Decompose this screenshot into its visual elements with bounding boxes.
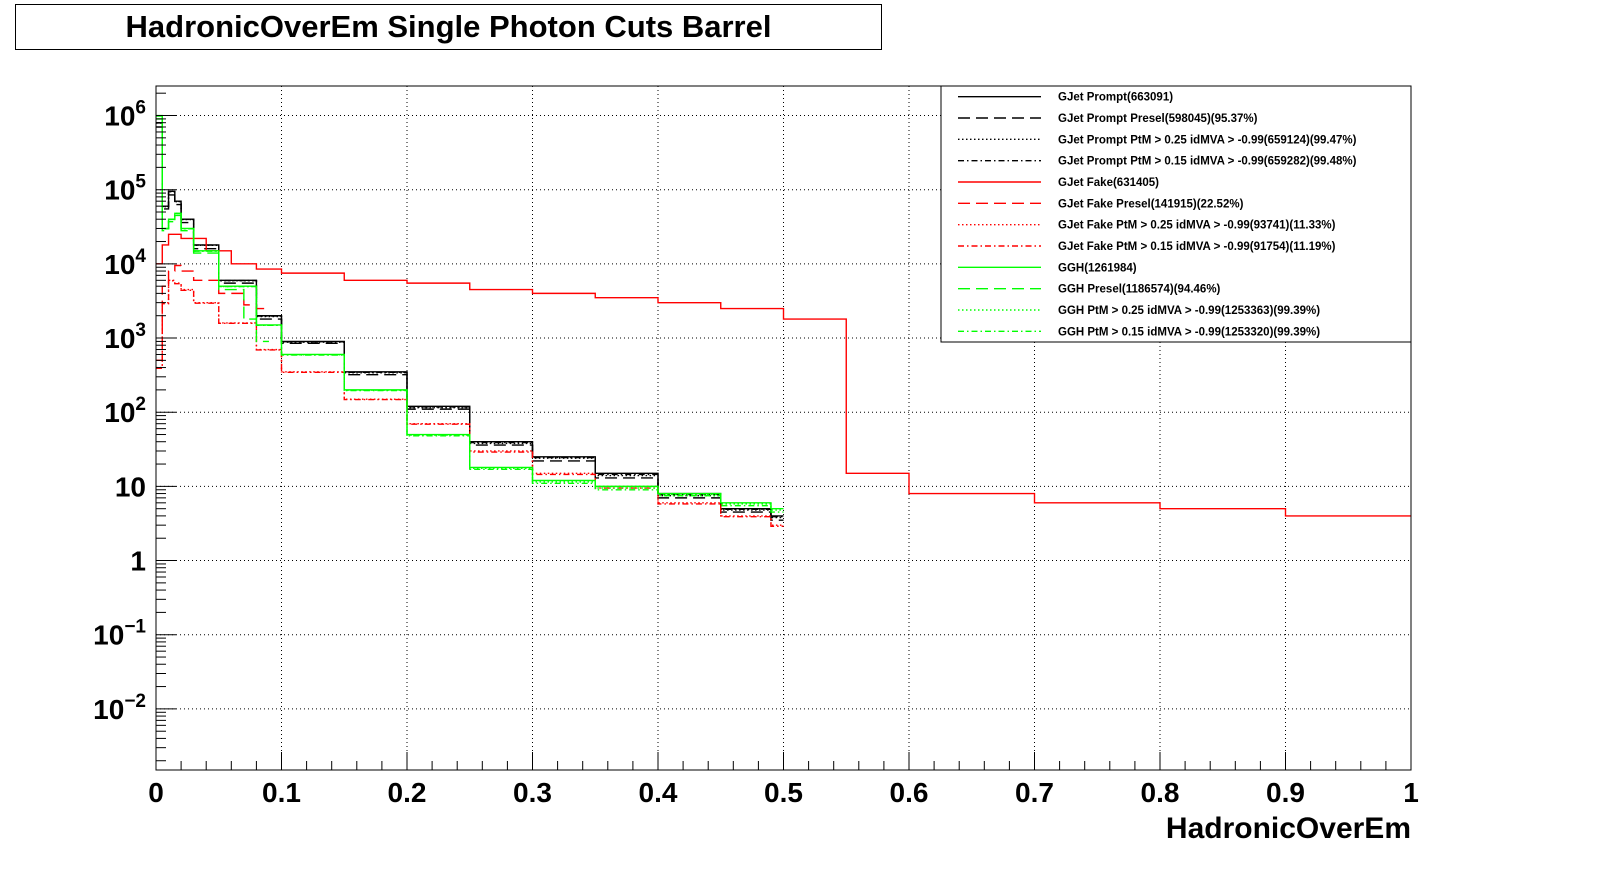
x-tick-label: 0.3 (513, 777, 552, 808)
legend-entry-label: GJet Fake Presel(141915)(22.52%) (1058, 198, 1244, 210)
y-tick-label: 1 (130, 546, 146, 577)
x-axis-tick-labels: 0 0.1 0.2 0.3 0.4 0.5 0.6 0.7 0.8 0.9 1 (148, 777, 1419, 808)
y-tick-label: 10−1 (93, 617, 146, 651)
y-tick-label: 105 (104, 172, 146, 206)
series-line-4 (156, 122, 784, 518)
legend-entry-label: GJet Fake PtM > 0.25 idMVA > -0.99(93741… (1058, 220, 1336, 232)
y-tick-label: 104 (104, 246, 146, 280)
chart-title-box: HadronicOverEm Single Photon Cuts Barrel (15, 4, 882, 50)
legend: GJet Prompt(663091) GJet Prompt Presel(59… (940, 85, 1412, 343)
series-line-8 (156, 280, 784, 527)
x-tick-label: 0.5 (764, 777, 803, 808)
legend-entry-label: GJet Fake PtM > 0.15 idMVA > -0.99(91754… (1058, 241, 1336, 253)
chart-title: HadronicOverEm Single Photon Cuts Barrel (125, 9, 772, 44)
legend-entry-label: GGH PtM > 0.15 idMVA > -0.99(1253320)(99… (1058, 326, 1320, 338)
legend-box (940, 85, 1412, 343)
x-tick-label: 0.6 (890, 777, 929, 808)
legend-entry-label: GGH Presel(1186574)(94.46%) (1058, 284, 1221, 296)
axis-ticks (155, 92, 1412, 770)
y-tick-label: 10 (115, 471, 146, 502)
legend-entry-label: GJet Prompt PtM > 0.15 idMVA > -0.99(659… (1058, 156, 1357, 168)
legend-entry-label: GGH(1261984) (1058, 262, 1137, 274)
legend-entry-label: GJet Fake(631405) (1058, 177, 1159, 189)
legend-entry-label: GGH PtM > 0.25 idMVA > -0.99(1253363)(99… (1058, 305, 1320, 317)
x-tick-label: 0.4 (639, 777, 678, 808)
y-tick-label: 10−2 (93, 691, 146, 725)
x-tick-label: 0.1 (262, 777, 301, 808)
series-line-5 (156, 233, 1411, 517)
legend-entry-label: GJet Prompt Presel(598045)(95.37%) (1058, 113, 1258, 125)
y-tick-label: 106 (104, 98, 146, 132)
legend-entry-label: GJet Prompt PtM > 0.25 idMVA > -0.99(659… (1058, 134, 1357, 146)
series-line-6 (156, 264, 269, 362)
series-line-12 (156, 115, 784, 513)
legend-entry-label: GJet Prompt(663091) (1058, 92, 1173, 104)
x-tick-label: 0.8 (1141, 777, 1180, 808)
plot-series (156, 114, 1411, 527)
x-tick-label: 0.9 (1266, 777, 1305, 808)
y-tick-label: 102 (104, 394, 146, 428)
series-line-10 (156, 118, 269, 343)
x-axis-label: HadronicOverEm (1166, 812, 1411, 845)
x-tick-label: 0.7 (1015, 777, 1054, 808)
x-tick-label: 0.2 (388, 777, 427, 808)
series-line-7 (156, 279, 784, 526)
x-tick-label: 1 (1403, 777, 1419, 808)
x-tick-label: 0 (148, 777, 164, 808)
y-tick-label: 103 (104, 320, 146, 354)
